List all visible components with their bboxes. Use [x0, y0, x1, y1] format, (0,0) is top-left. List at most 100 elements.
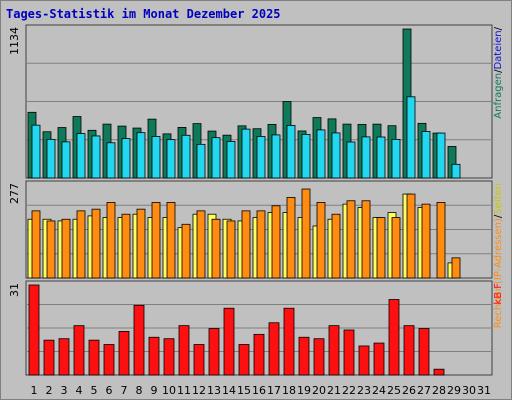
legend-item: Dateien: [493, 30, 504, 69]
x-tick-label-8: 8: [136, 384, 143, 397]
bar-kb-f-day-27: [418, 328, 430, 376]
bar-rechner-day-9: [151, 202, 161, 279]
bar-kb-f-day-5: [88, 339, 100, 376]
bar-dateien-day-9: [151, 136, 161, 179]
bar-kb-f-day-23: [358, 345, 370, 376]
bar-dateien-day-19: [301, 133, 311, 179]
chart-title: Tages-Statistik im Monat Dezember 2025: [6, 7, 281, 21]
bar-rechner-day-7: [121, 213, 131, 279]
bar-rechner-day-18: [286, 197, 296, 279]
bar-rechner-day-26: [406, 193, 416, 279]
bar-rechner-day-22: [346, 200, 356, 279]
bar-rechner-day-13: [211, 218, 221, 279]
x-tick-label-16: 16: [252, 384, 266, 397]
y-max-label: 31: [8, 283, 21, 297]
bar-kb-f-day-11: [178, 325, 190, 376]
bar-dateien-day-6: [106, 142, 116, 179]
bar-kb-f-day-14: [223, 307, 235, 376]
legend-item: /: [493, 69, 504, 73]
x-tick-label-23: 23: [357, 384, 371, 397]
legend-top: Anfragen/Dateien/: [493, 26, 504, 118]
bar-kb-f-day-18: [283, 307, 295, 376]
bar-rechner-day-12: [196, 210, 206, 279]
bar-dateien-day-27: [421, 131, 431, 179]
x-tick-label-20: 20: [312, 384, 326, 397]
x-tick-label-24: 24: [372, 384, 386, 397]
bar-rechner-day-28: [436, 202, 446, 279]
legend-item: kB F: [493, 283, 504, 305]
bar-kb-f-day-25: [388, 299, 400, 376]
bar-dateien-day-15: [241, 128, 251, 179]
x-tick-label-28: 28: [432, 384, 446, 397]
bar-rechner-day-6: [106, 202, 116, 279]
x-tick-label-2: 2: [46, 384, 53, 397]
x-tick-label-1: 1: [31, 384, 38, 397]
bar-rechner-day-19: [301, 188, 311, 279]
bar-rechner-day-5: [91, 208, 101, 279]
bar-rechner-day-3: [61, 218, 71, 279]
bar-dateien-day-23: [361, 136, 371, 179]
legend-item: Rechner: [493, 286, 504, 328]
bar-dateien-day-25: [391, 138, 401, 179]
bar-kb-f-day-21: [328, 325, 340, 376]
bar-dateien-day-16: [256, 136, 266, 179]
y-max-label: 277: [8, 183, 21, 204]
bar-rechner-day-17: [271, 205, 281, 279]
bar-rechner-day-16: [256, 210, 266, 279]
bar-dateien-day-28: [436, 132, 446, 179]
bar-rechner-day-15: [241, 210, 251, 279]
bar-kb-f-day-20: [313, 338, 325, 376]
legend-middle: Rechner (IP-Adressen)/Seiten: [493, 183, 504, 328]
x-tick-label-19: 19: [297, 384, 311, 397]
bar-rechner-day-21: [331, 213, 341, 279]
bar-dateien-day-20: [316, 129, 326, 179]
bar-kb-f-day-22: [343, 329, 355, 376]
legend-item: (IP-Adressen): [493, 218, 504, 287]
legend-item: Anfragen: [493, 73, 504, 119]
x-tick-label-22: 22: [342, 384, 356, 397]
bar-rechner-day-2: [46, 220, 56, 279]
bar-rechner-day-20: [316, 202, 326, 279]
bar-kb-f-day-13: [208, 328, 220, 376]
bar-kb-f-day-9: [148, 336, 160, 376]
bar-dateien-day-7: [121, 138, 131, 179]
bar-rechner-day-8: [136, 208, 146, 279]
x-tick-label-18: 18: [282, 384, 296, 397]
bar-rechner-day-24: [376, 217, 386, 279]
bar-kb-f-day-8: [133, 304, 145, 376]
bar-dateien-day-24: [376, 136, 386, 179]
bar-rechner-day-29: [451, 257, 461, 279]
legend-item: Seiten: [493, 183, 504, 215]
bar-dateien-day-14: [226, 141, 236, 179]
x-tick-label-26: 26: [402, 384, 416, 397]
bar-dateien-day-21: [331, 132, 341, 179]
legend-bottom: kB F: [493, 283, 504, 305]
x-tick-label-9: 9: [151, 384, 158, 397]
y-max-label: 1134: [8, 27, 21, 55]
x-tick-label-5: 5: [91, 384, 98, 397]
x-tick-label-4: 4: [76, 384, 83, 397]
bar-kb-f-day-10: [163, 338, 175, 376]
bar-kb-f-day-12: [193, 344, 205, 376]
legend-item: /: [493, 214, 504, 218]
bar-rechner-day-10: [166, 202, 176, 279]
bar-kb-f-day-28: [433, 368, 445, 376]
bar-kb-f-day-16: [253, 333, 265, 376]
bar-kb-f-day-3: [58, 338, 70, 376]
bar-dateien-day-1: [31, 124, 41, 179]
bar-dateien-day-11: [181, 134, 191, 179]
x-tick-label-29: 29: [447, 384, 461, 397]
x-tick-label-25: 25: [387, 384, 401, 397]
x-tick-label-17: 17: [267, 384, 281, 397]
x-tick-label-27: 27: [417, 384, 431, 397]
x-tick-label-10: 10: [162, 384, 176, 397]
bar-kb-f-day-15: [238, 344, 250, 376]
bar-kb-f-day-1: [28, 284, 40, 376]
bar-rechner-day-25: [391, 217, 401, 279]
bar-rechner-day-11: [181, 223, 191, 279]
bar-kb-f-day-19: [298, 336, 310, 376]
x-tick-label-30: 30: [462, 384, 476, 397]
bar-dateien-day-10: [166, 139, 176, 179]
